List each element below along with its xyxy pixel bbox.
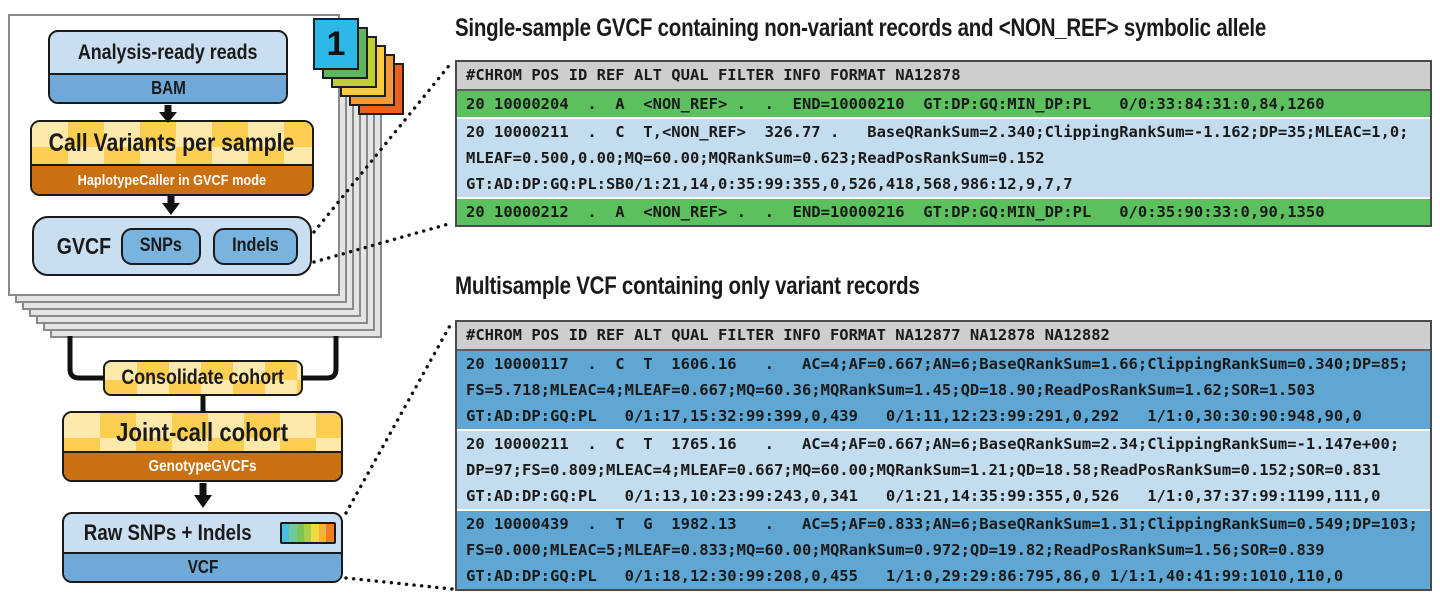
vcf-record-row: 20 10000439 . T G 1982.13 . AC=5;AF=0.83… (457, 509, 1430, 589)
joint-call-title: Joint-call cohort (64, 413, 341, 451)
vcf-record-row: 20 10000117 . C T 1606.16 . AC=4;AF=0.66… (457, 351, 1430, 429)
joint-call-cohort-box: Joint-call cohort GenotypeGVCFs (62, 411, 343, 482)
vcf-record-line: GT:AD:DP:GQ:PL 0/1:17,15:32:99:399,0,439… (466, 407, 1362, 425)
analysis-ready-reads-box: Analysis-ready reads BAM (48, 30, 288, 104)
gvcf-records-table: #CHROM POS ID REF ALT QUAL FILTER INFO F… (455, 60, 1432, 227)
sample-card-1: 1 (313, 18, 359, 70)
gvcf-table-header: #CHROM POS ID REF ALT QUAL FILTER INFO F… (457, 62, 1430, 91)
analysis-ready-reads-title: Analysis-ready reads (78, 40, 258, 64)
vcf-record-line: DP=97;FS=0.809;MLEAC=4;MLEAF=0.667;MQ=60… (466, 461, 1381, 479)
vcf-record-line: GT:AD:DP:GQ:PL:SB0/1:21,14,0:35:99:355,0… (466, 175, 1073, 193)
spectrum-stripe (311, 524, 319, 542)
spectrum-icon (279, 522, 336, 544)
vcf-panel-title: Multisample VCF containing only variant … (455, 272, 920, 300)
gvcf-panel-title: Single-sample GVCF containing non-varian… (455, 14, 1267, 42)
consolidate-cohort-box: Consolidate cohort (103, 360, 303, 396)
raw-variants-title: Raw SNPs + Indels (64, 514, 341, 552)
indels-chip: Indels (213, 227, 298, 265)
snps-chip: SNPs (121, 227, 202, 265)
spectrum-stripe (326, 524, 334, 542)
dotted-leader-vcf-top (344, 320, 454, 515)
bracket-right (302, 336, 339, 381)
arrow-down-icon (194, 483, 212, 508)
vcf-record-line: 20 10000211 . C T 1765.16 . AC=4;AF=0.66… (466, 435, 1400, 453)
vcf-record-line: FS=0.000;MLEAC=5;MLEAF=0.833;MQ=60.00;MQ… (466, 541, 1325, 559)
dotted-leader-vcf-bottom (344, 576, 454, 591)
bam-format-bar: BAM (50, 73, 286, 102)
call-variants-box: Call Variants per sample HaplotypeCaller… (30, 120, 314, 196)
vcf-record-row: 20 10000212 . A <NON_REF> . . END=100002… (457, 197, 1430, 225)
genotypegvcfs-bar: GenotypeGVCFs (64, 451, 341, 480)
vcf-record-row: 20 10000211 . C T 1765.16 . AC=4;AF=0.66… (457, 429, 1430, 509)
vcf-record-line: 20 10000211 . C T,<NON_REF> 326.77 . Bas… (466, 123, 1409, 141)
vcf-record-line: GT:AD:DP:GQ:PL 0/1:18,12:30:99:208,0,455… (466, 567, 1344, 585)
vcf-record-line: GT:AD:DP:GQ:PL 0/1:13,10:23:99:243,0,341… (466, 487, 1381, 505)
spectrum-stripe (296, 524, 304, 542)
gvcf-output-box: GVCF SNPs Indels (32, 216, 312, 276)
vcf-record-line: 20 10000117 . C T 1606.16 . AC=4;AF=0.66… (466, 355, 1409, 373)
spectrum-stripe (318, 524, 327, 542)
vcf-format-bar: VCF (64, 552, 341, 581)
vcf-table-header: #CHROM POS ID REF ALT QUAL FILTER INFO F… (457, 322, 1430, 351)
vcf-records-table: #CHROM POS ID REF ALT QUAL FILTER INFO F… (455, 320, 1432, 591)
vcf-record-line: 20 10000212 . A <NON_REF> . . END=100002… (466, 203, 1325, 221)
call-variants-title: Call Variants per sample (32, 122, 312, 164)
spectrum-stripe (281, 524, 290, 542)
gvcf-label: GVCF (56, 232, 112, 259)
vcf-record-line: 20 10000204 . A <NON_REF> . . END=100002… (466, 95, 1325, 113)
vcf-record-line: FS=5.718;MLEAC=4;MLEAF=0.667;MQ=60.36;MQ… (466, 381, 1316, 399)
vcf-record-line: MLEAF=0.500,0.00;MQ=60.00;MQRankSum=0.62… (466, 149, 1045, 167)
vcf-record-row: 20 10000204 . A <NON_REF> . . END=100002… (457, 91, 1430, 117)
bracket-left (67, 336, 104, 381)
haplotypecaller-bar: HaplotypeCaller in GVCF mode (32, 164, 312, 194)
vcf-record-line: 20 10000439 . T G 1982.13 . AC=5;AF=0.83… (466, 515, 1418, 533)
spectrum-stripe (304, 524, 312, 542)
vcf-record-row: 20 10000211 . C T,<NON_REF> 326.77 . Bas… (457, 117, 1430, 197)
spectrum-stripe (289, 524, 297, 542)
raw-variants-box: Raw SNPs + Indels VCF (62, 512, 343, 583)
